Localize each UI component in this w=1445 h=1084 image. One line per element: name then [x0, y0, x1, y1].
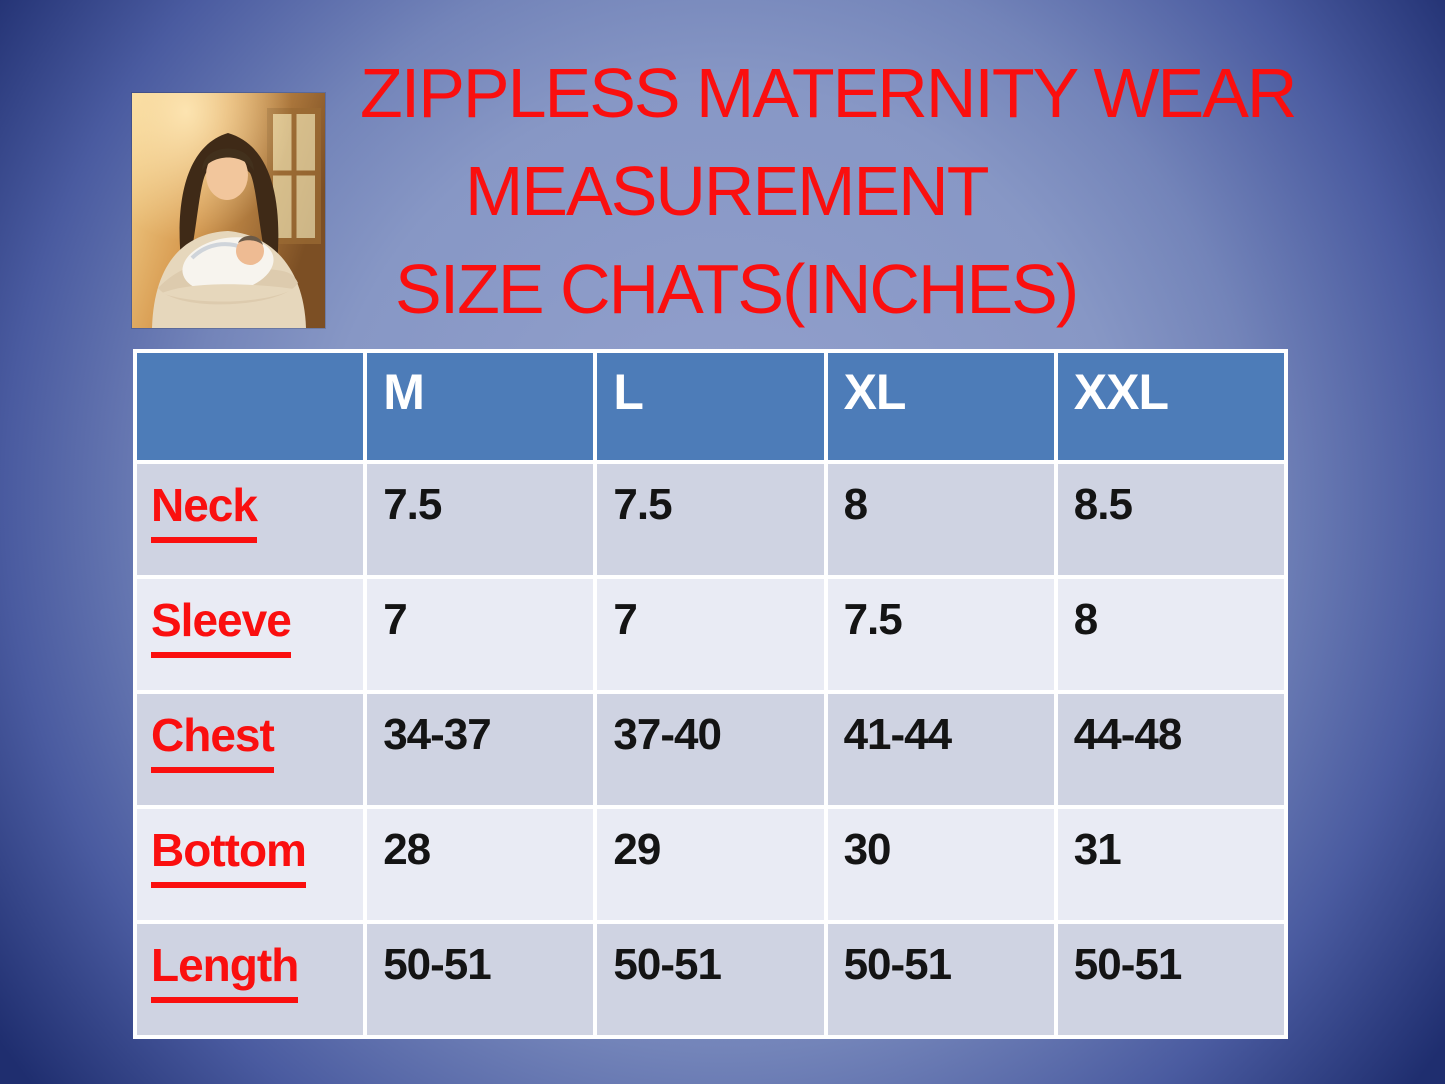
table-row: Neck 7.5 7.5 8 8.5	[132, 460, 1289, 579]
row-label-text: Sleeve	[151, 593, 292, 658]
mother-hair	[179, 133, 279, 288]
value-cell: 7.5	[593, 460, 828, 579]
value-cell: 7	[363, 575, 598, 694]
value-cell: 7.5	[363, 460, 598, 579]
row-label-text: Length	[151, 938, 299, 1003]
value-cell: 50-51	[593, 920, 828, 1039]
value-cell: 34-37	[363, 690, 598, 809]
col-header-xxl: XXL	[1053, 349, 1289, 464]
header-row: M L XL XXL	[132, 349, 1289, 464]
mother-baby-photo-illustration	[132, 93, 325, 328]
table-row: Length 50-51 50-51 50-51 50-51	[132, 920, 1289, 1039]
row-label-chest: Chest	[132, 690, 368, 809]
row-label-text: Neck	[151, 478, 258, 543]
row-label-text: Bottom	[151, 823, 307, 888]
product-photo	[132, 93, 325, 328]
value-cell: 44-48	[1053, 690, 1289, 809]
value-cell: 50-51	[823, 920, 1058, 1039]
value-cell: 30	[823, 805, 1058, 924]
title-line-2: MEASUREMENT	[465, 152, 989, 230]
table-row: Bottom 28 29 30 31	[132, 805, 1289, 924]
row-label-sleeve: Sleeve	[132, 575, 368, 694]
value-cell: 41-44	[823, 690, 1058, 809]
col-header-l: L	[593, 349, 828, 464]
row-label-text: Chest	[151, 708, 275, 773]
value-cell: 8	[1053, 575, 1289, 694]
value-cell: 50-51	[363, 920, 598, 1039]
value-cell: 29	[593, 805, 828, 924]
value-cell: 7.5	[823, 575, 1058, 694]
corner-cell	[132, 349, 368, 464]
title-line-3: SIZE CHATS(INCHES)	[395, 250, 1079, 328]
size-chart-table: M L XL XXL Neck 7.5 7.5 8 8.5 Sleeve 7 7 7.5 8 Chest 3…	[132, 349, 1289, 1039]
row-label-neck: Neck	[132, 460, 368, 579]
title-line-1: ZIPPLESS MATERNITY WEAR	[360, 54, 1297, 132]
value-cell: 31	[1053, 805, 1289, 924]
table-row: Sleeve 7 7 7.5 8	[132, 575, 1289, 694]
col-header-m: M	[363, 349, 598, 464]
page-title: ZIPPLESS MATERNITY WEAR MEASUREMENT SIZE…	[0, 44, 1445, 338]
value-cell: 8.5	[1053, 460, 1289, 579]
table-body: Neck 7.5 7.5 8 8.5 Sleeve 7 7 7.5 8 Chest 34-37 37-4…	[132, 460, 1289, 1039]
baby-face	[236, 237, 264, 265]
value-cell: 50-51	[1053, 920, 1289, 1039]
value-cell: 37-40	[593, 690, 828, 809]
row-label-length: Length	[132, 920, 368, 1039]
value-cell: 7	[593, 575, 828, 694]
col-header-xl: XL	[823, 349, 1058, 464]
value-cell: 28	[363, 805, 598, 924]
value-cell: 8	[823, 460, 1058, 579]
row-label-bottom: Bottom	[132, 805, 368, 924]
mother-face	[206, 150, 248, 200]
table-row: Chest 34-37 37-40 41-44 44-48	[132, 690, 1289, 809]
